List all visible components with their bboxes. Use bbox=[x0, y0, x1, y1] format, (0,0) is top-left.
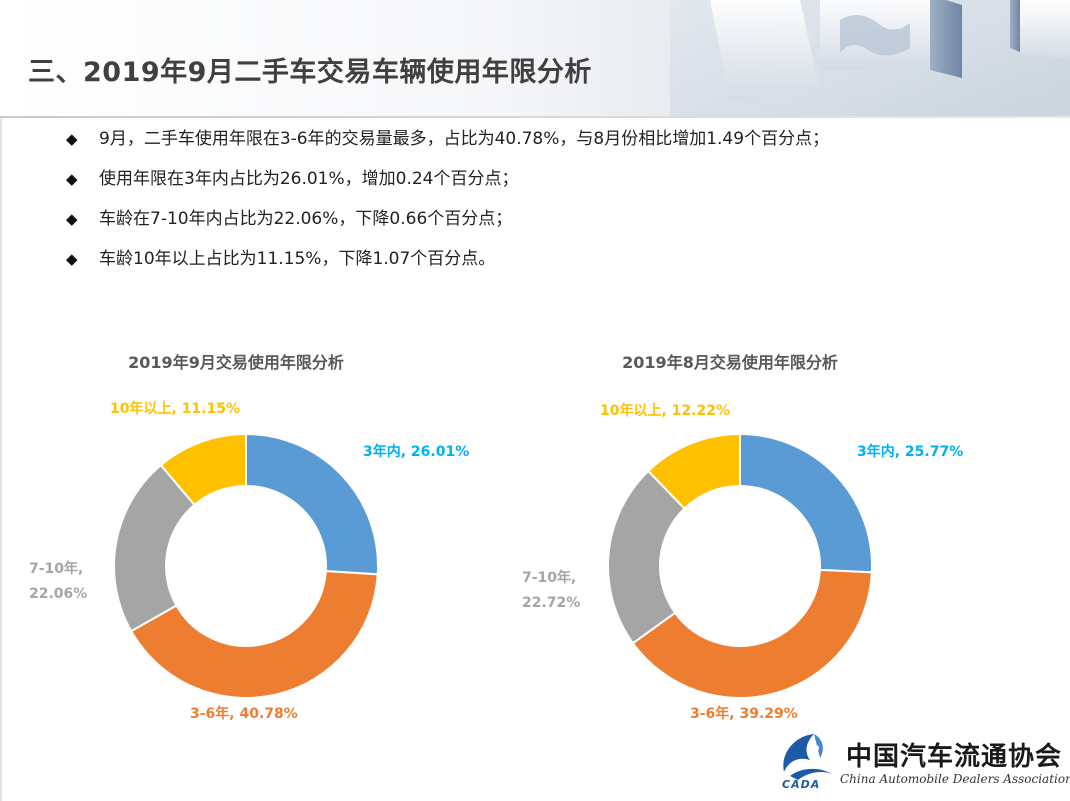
logo-chinese-name: 中国汽车流通协会 bbox=[846, 742, 1063, 772]
summary-bullet-list: ◆ 9月，二手车使用年限在3-6年的交易量最多，占比为40.78%，与8月份相比增… bbox=[66, 121, 829, 281]
decorative-cubes-image bbox=[670, 0, 1070, 118]
diamond-bullet-icon: ◆ bbox=[66, 250, 78, 268]
header-divider bbox=[0, 116, 1070, 118]
august-label-3-6-years: 3-6年, 39.29% bbox=[690, 706, 798, 722]
donut-slice-over-10-years bbox=[159, 432, 247, 507]
summary-bullet: ◆ 车龄10年以上占比为11.15%，下降1.07个百分点。 bbox=[66, 241, 829, 281]
august-label-over-10-years: 10年以上, 12.22% bbox=[600, 403, 730, 419]
cada-emblem-icon bbox=[783, 734, 832, 780]
august-label-within-3-years: 3年内, 25.77% bbox=[857, 444, 964, 460]
diamond-bullet-icon: ◆ bbox=[66, 130, 78, 148]
diamond-bullet-icon: ◆ bbox=[66, 210, 78, 228]
donut-slice-over-10-years bbox=[646, 432, 741, 510]
september-label-within-3-years: 3年内, 26.01% bbox=[363, 444, 470, 460]
left-border bbox=[0, 118, 2, 801]
logo-english-name: China Automobile Dealers Association bbox=[840, 772, 1070, 786]
page-title: 三、2019年9月二手车交易车辆使用年限分析 bbox=[28, 57, 592, 88]
summary-bullet: ◆ 使用年限在3年内占比为26.01%，增加0.24个百分点； bbox=[66, 161, 829, 201]
summary-bullet: ◆ 车龄在7-10年内占比为22.06%，下降0.66个百分点； bbox=[66, 201, 829, 241]
bullet-text: 使用年限在3年内占比为26.01%，增加0.24个百分点； bbox=[99, 169, 519, 189]
donut-slice-7-10-years bbox=[113, 463, 196, 633]
september-label-7-10-years: 7-10年, 22.06% bbox=[29, 561, 88, 602]
diamond-bullet-icon: ◆ bbox=[66, 170, 78, 188]
bullet-text: 车龄在7-10年内占比为22.06%，下降0.66个百分点； bbox=[99, 209, 513, 229]
september-label-3-6-years: 3-6年, 40.78% bbox=[190, 706, 298, 722]
september-donut-chart bbox=[113, 432, 379, 699]
donut-slice-within-3-years bbox=[245, 432, 379, 576]
bullet-text: 车龄10年以上占比为11.15%，下降1.07个百分点。 bbox=[99, 249, 496, 269]
header-banner: 三、2019年9月二手车交易车辆使用年限分析 bbox=[0, 0, 1070, 118]
september-chart-title: 2019年9月交易使用年限分析 bbox=[128, 353, 344, 372]
summary-bullet: ◆ 9月，二手车使用年限在3-6年的交易量最多，占比为40.78%，与8月份相比增… bbox=[66, 121, 829, 161]
august-label-7-10-years: 7-10年, 22.72% bbox=[522, 570, 581, 611]
donut-slice-3-6-years bbox=[129, 570, 379, 699]
august-chart-title: 2019年8月交易使用年限分析 bbox=[622, 353, 838, 372]
cada-logo: CADA 中国汽车流通协会 China Automobile Dealers A… bbox=[776, 728, 1070, 796]
donut-slice-3-6-years bbox=[631, 568, 873, 699]
bullet-text: 9月，二手车使用年限在3-6年的交易量最多，占比为40.78%，与8月份相比增加… bbox=[99, 129, 830, 149]
logo-abbreviation: CADA bbox=[782, 778, 821, 791]
september-label-over-10-years: 10年以上, 11.15% bbox=[110, 401, 240, 417]
donut-slice-within-3-years bbox=[739, 432, 873, 574]
august-donut-chart bbox=[607, 432, 873, 699]
